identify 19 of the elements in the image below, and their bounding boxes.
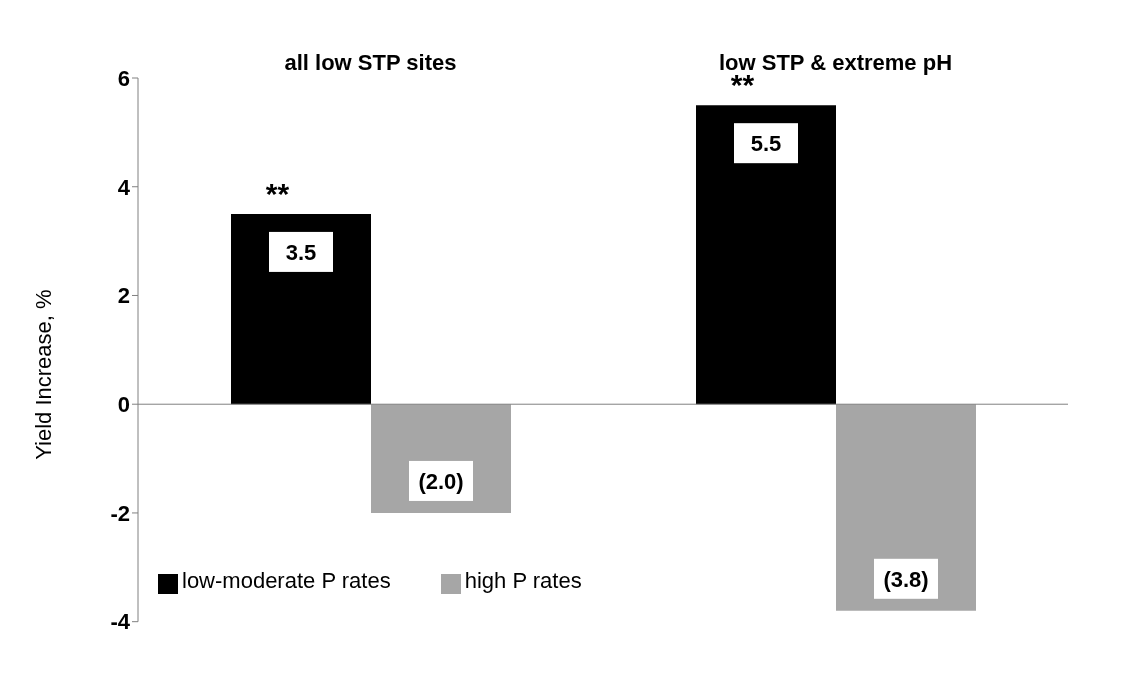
x-tick-label: all low STP sites	[284, 50, 457, 75]
y-tick-label: -4	[110, 609, 131, 635]
data-label: (2.0)	[418, 468, 464, 494]
data-label: (3.8)	[883, 566, 929, 592]
bar	[696, 105, 836, 405]
bar	[836, 404, 976, 611]
y-tick-label: 4	[117, 174, 131, 200]
y-tick-label: 2	[117, 283, 130, 309]
legend-label: high P rates	[464, 568, 582, 593]
x-tick-label: low STP & extreme pH	[718, 50, 953, 75]
y-tick-label: 6	[117, 65, 130, 91]
legend-label: low-moderate P rates	[182, 568, 391, 593]
y-axis-title: Yield Increase, %	[30, 289, 56, 460]
bar	[231, 213, 371, 405]
y-tick-label: 0	[117, 392, 130, 418]
data-label: 5.5	[750, 131, 782, 157]
annotation: **	[265, 176, 290, 210]
data-label: 3.5	[285, 239, 317, 265]
y-tick-label: -2	[110, 500, 130, 526]
